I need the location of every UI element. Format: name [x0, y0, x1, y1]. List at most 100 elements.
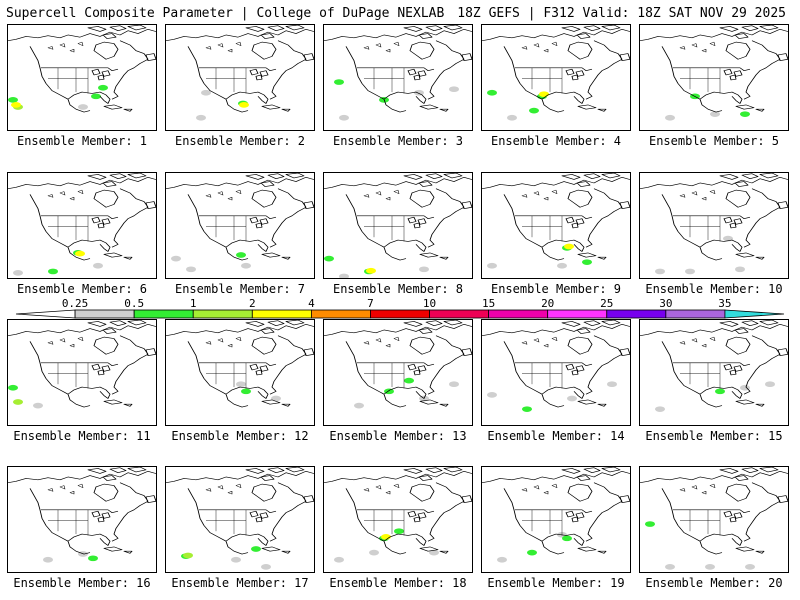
scp-contour-fill [339, 273, 349, 278]
colorbar-tick-label: 10 [423, 297, 436, 310]
ensemble-member-label: Ensemble Member: 8 [332, 282, 464, 296]
scp-contour-fill [48, 268, 58, 275]
north-america-basemap [640, 320, 788, 408]
member-map [166, 173, 314, 273]
scp-contour-fill [487, 89, 497, 96]
scp-contour-fill [201, 89, 211, 96]
ensemble-map-panel [639, 24, 789, 131]
colorbar-segment [15, 309, 76, 319]
scp-contour-fill [607, 381, 617, 388]
north-america-basemap [8, 25, 156, 113]
scp-contour-fill [539, 91, 549, 98]
colorbar-segment [665, 309, 726, 319]
north-america-basemap [166, 320, 314, 408]
scp-contour-fill [497, 556, 507, 563]
colorbar-segment [724, 309, 785, 319]
colorbar-tick-label: 2 [249, 297, 256, 310]
ensemble-member-label: Ensemble Member: 15 [645, 429, 783, 443]
ensemble-member-label: Ensemble Member: 19 [487, 576, 625, 590]
north-america-basemap [482, 25, 630, 113]
member-map [482, 25, 630, 121]
scp-contour-fill [354, 402, 364, 409]
scp-contour-fill [645, 521, 655, 527]
member-map [166, 320, 314, 408]
ensemble-member-label: Ensemble Member: 9 [490, 282, 622, 296]
colorbar-segment [606, 309, 667, 319]
north-america-basemap [324, 173, 472, 261]
ensemble-map-panel [165, 172, 315, 279]
member-map [8, 467, 156, 563]
north-america-basemap [8, 467, 156, 555]
ensemble-map-panel [7, 24, 157, 131]
ensemble-member-label: Ensemble Member: 12 [171, 429, 309, 443]
scp-contour-fill [529, 107, 539, 114]
colorbar-segment [133, 309, 194, 319]
ensemble-member-label: Ensemble Member: 2 [174, 134, 306, 148]
colorbar-tick-label: 1 [190, 297, 197, 310]
scp-contour-fill [334, 79, 344, 85]
member-map [166, 25, 314, 121]
colorbar-segment [547, 309, 608, 319]
north-america-basemap [640, 173, 788, 261]
north-america-basemap [482, 467, 630, 555]
scp-contour-fill [236, 252, 246, 258]
ensemble-member-label: Ensemble Member: 14 [487, 429, 625, 443]
scp-contour-fill [449, 86, 459, 93]
scp-contour-fill [394, 528, 404, 535]
ensemble-map-panel [323, 319, 473, 426]
north-america-basemap [324, 467, 472, 555]
scp-contour-fill [414, 89, 424, 96]
scp-contour-fill [271, 395, 281, 402]
ensemble-map-panel [323, 24, 473, 131]
ensemble-map-panel [481, 466, 631, 573]
scp-contour-fill [196, 114, 206, 121]
scp-contour-fill [665, 114, 675, 121]
scp-contour-fill [429, 549, 439, 556]
ensemble-map-panel [481, 24, 631, 131]
scp-contour-fill [745, 564, 755, 570]
north-america-basemap [324, 320, 472, 408]
ensemble-map-panel [481, 172, 631, 279]
scp-contour-fill [241, 388, 251, 395]
member-map [640, 25, 788, 121]
scp-contour-fill [655, 406, 665, 413]
ensemble-map-panel [323, 466, 473, 573]
ensemble-map-panel [165, 466, 315, 573]
scp-contour-fill [564, 243, 574, 250]
member-map [324, 173, 472, 278]
member-map [482, 173, 630, 269]
member-map [640, 467, 788, 570]
colorbar-tick-label: 0.25 [62, 297, 89, 310]
ensemble-member-label: Ensemble Member: 4 [490, 134, 622, 148]
north-america-basemap [166, 25, 314, 113]
scp-contour-fill [261, 564, 271, 570]
scp-contour-fill [715, 388, 725, 395]
colorbar-tick-label: 20 [541, 297, 554, 310]
scp-contour-fill [75, 250, 85, 257]
scp-contour-fill [449, 381, 459, 388]
ensemble-member-label: Ensemble Member: 13 [329, 429, 467, 443]
north-america-basemap [8, 320, 156, 408]
colorbar-segment [429, 309, 490, 319]
colorbar-tick-label: 7 [367, 297, 374, 310]
scp-contour-fill [557, 262, 567, 269]
scp-contour-fill [11, 102, 21, 108]
ensemble-map-panel [165, 24, 315, 131]
scp-contour-fill [487, 392, 497, 398]
scp-contour-fill [522, 406, 532, 413]
scp-contour-fill [98, 84, 108, 91]
ensemble-member-label: Ensemble Member: 10 [645, 282, 783, 296]
ensemble-map-panel [7, 172, 157, 279]
member-map [166, 467, 314, 570]
colorbar-tick-label: 25 [600, 297, 613, 310]
scp-contour-fill [655, 268, 665, 275]
scp-contour-fill [93, 262, 103, 269]
scp-contour-fill [78, 104, 88, 110]
ensemble-member-label: Ensemble Member: 17 [171, 576, 309, 590]
colorbar-segment [192, 309, 253, 319]
ensemble-member-label: Ensemble Member: 7 [174, 282, 306, 296]
north-america-basemap [8, 173, 156, 261]
north-america-basemap [324, 25, 472, 113]
north-america-basemap [640, 467, 788, 555]
scp-contour-fill [404, 377, 414, 384]
